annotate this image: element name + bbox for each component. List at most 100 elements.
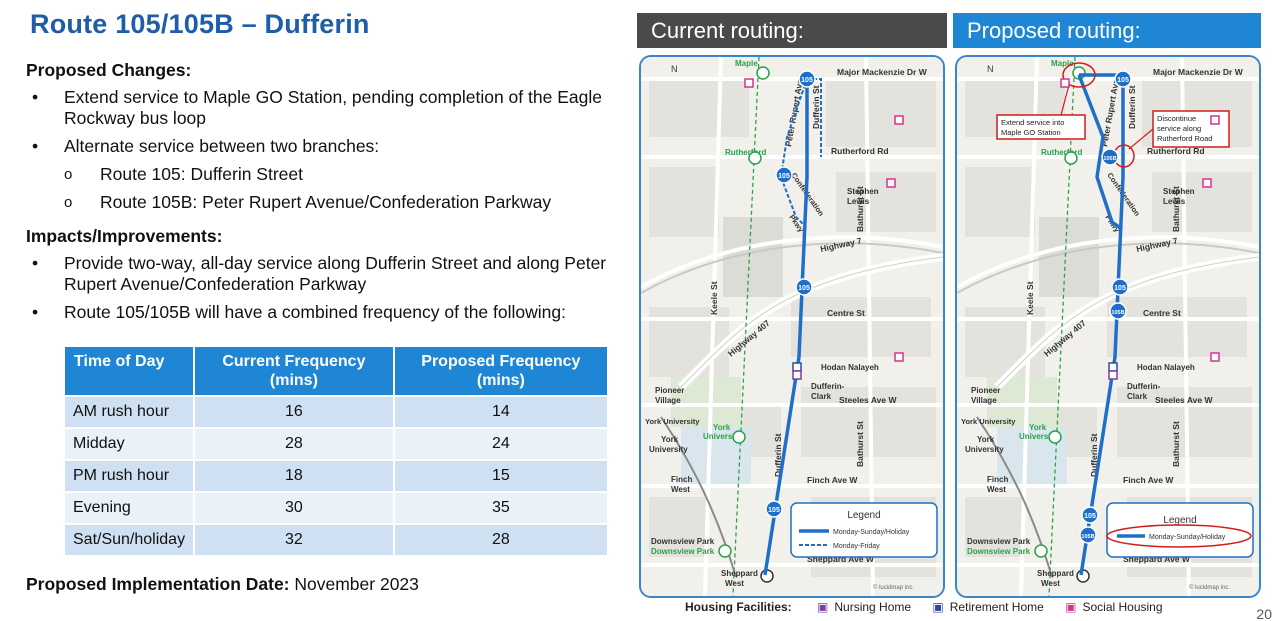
place-york: York [977,435,995,444]
retirement-home-icon: ▣ [932,600,944,614]
street-centre: Centre St [1143,308,1181,318]
sub-bullet-item: Route 105: Dufferin Street [26,164,626,185]
current-routing-map: Major Mackenzie Dr W Rutherford Rd Highw… [639,55,945,598]
bullet-item: Route 105/105B will have a combined freq… [26,302,626,323]
street-keele: Keele St [1025,281,1035,315]
place-sheppard: Sheppard [1037,569,1074,578]
nursing-home-icon: ▣ [817,600,829,614]
legend-monsun: Monday-Sunday/Holiday [833,529,910,536]
housing-markers [1060,78,1220,380]
street-bathurst-north: Bathurst St [1171,186,1181,232]
streets [641,57,943,596]
cell: PM rush hour [65,461,194,491]
street-rutherford: Rutherford Rd [831,146,889,156]
current-routing-header: Current routing: [637,13,947,48]
page-title: Route 105/105B – Dufferin [30,9,370,39]
route-badge-105b: 105B [1101,148,1119,166]
proposed-routing-map: Major Mackenzie Dr W Rutherford Rd Highw… [955,55,1261,598]
bullet-item: Provide two-way, all-day service along D… [26,253,626,295]
cell: 24 [394,429,607,459]
annotation-extend-line2: Maple GO Station [1001,128,1061,137]
cell: 14 [394,397,607,427]
subway-line [660,416,737,578]
svg-text:105: 105 [798,285,810,292]
place-university-green: University [1019,432,1058,441]
route-badge-105: 105 [798,70,816,88]
implementation-label: Proposed Implementation Date: [26,574,290,594]
map-credit: © lucidmap inc. [1189,584,1230,591]
place-york: York [661,435,679,444]
housing-item-social: ▣ Social Housing [1065,600,1162,614]
social-housing-icon: ▣ [1065,600,1077,614]
map-credit: © lucidmap inc. [873,584,914,591]
street-dufferin: Dufferin St [773,433,783,477]
route-badge-105: 105 [775,166,793,184]
route-badge-105: 105 [1114,70,1132,88]
street-sheppard: Sheppard Ave W [1123,554,1191,564]
legend-monsun: Monday-Sunday/Holiday [1149,534,1226,541]
place-dufferin-clark-2: Clark [1127,392,1148,401]
place-dufferin-clark-1: Dufferin- [1127,382,1161,391]
annotation-extend-line1: Extend service into [1001,118,1064,127]
cell: Evening [65,493,194,523]
place-university: University [649,445,688,454]
rail-line [1048,57,1076,596]
street-dufferin-north: Dufferin St [811,85,821,129]
subway-line [976,416,1053,578]
place-maple: Maple [1051,59,1074,68]
place-york-green: York [713,423,731,432]
rail-line [732,57,760,596]
street-steeles: Steeles Ave W [1155,395,1213,405]
place-sheppard-west: West [1041,579,1060,588]
cell: 32 [195,525,393,555]
place-downsview-green: Downsview Park [651,547,715,556]
map-canvas: Major Mackenzie Dr W Rutherford Rd Highw… [957,57,1259,596]
highway7-edge [641,242,943,294]
cell: 18 [195,461,393,491]
map-legend: Legend Monday-Sunday/Holiday [1106,502,1254,558]
place-labels: Maple Rutherford Stephen Lewis Hodan Nal… [961,59,1195,588]
housing-facilities-legend: Housing Facilities: ▣ Nursing Home ▣ Retir… [685,600,1181,614]
cell: Midday [65,429,194,459]
place-rutherford: Rutherford [1041,148,1082,157]
implementation-value: November 2023 [289,574,419,594]
place-downsview-green: Downsview Park [967,547,1031,556]
route-badge-105b: 105B [1109,302,1127,320]
street-bathurst: Bathurst St [855,421,865,467]
street-major-mackenzie: Major Mackenzie Dr W [1153,67,1244,77]
table-row: Midday 28 24 [65,429,607,459]
place-stephen: Stephen [1163,187,1195,196]
place-york-univ: York University [961,417,1016,426]
proposed-changes-heading: Proposed Changes: [26,60,192,80]
svg-text:105B: 105B [1103,156,1116,162]
col-current-frequency: Current Frequency (mins) [195,347,393,395]
place-village: Village [655,396,681,405]
left-content: Proposed Changes: Extend service to Mapl… [26,60,626,330]
proposed-routing-header: Proposed routing: [953,13,1261,48]
highway7-edge [957,242,1259,294]
svg-text:105B: 105B [1111,310,1124,316]
place-sheppard-west: West [725,579,744,588]
place-york-univ: York University [645,417,700,426]
legend-title: Legend [1163,515,1196,526]
place-dufferin-clark-1: Dufferin- [811,382,845,391]
social-label: Social Housing [1082,600,1163,614]
svg-text:105B: 105B [1081,534,1094,540]
annotation-discontinue-line3: Rutherford Road [1157,134,1212,143]
retirement-label: Retirement Home [949,600,1044,614]
place-downsview: Downsview Park [967,537,1031,546]
cell: 16 [195,397,393,427]
implementation-date: Proposed Implementation Date: November 2… [26,574,419,595]
place-rutherford: Rutherford [725,148,766,157]
street-dufferin: Dufferin St [1089,433,1099,477]
place-lewis: Lewis [847,197,870,206]
housing-item-nursing: ▣ Nursing Home [817,600,911,614]
housing-item-retirement: ▣ Retirement Home [932,600,1043,614]
annotation-circle-maple [1062,62,1096,88]
street-steeles: Steeles Ave W [839,395,897,405]
route-loop [807,78,822,157]
route-lines: Legend Monday-Sunday/Holiday Monday-Friday… [744,70,938,576]
street-bathurst: Bathurst St [1171,421,1181,467]
